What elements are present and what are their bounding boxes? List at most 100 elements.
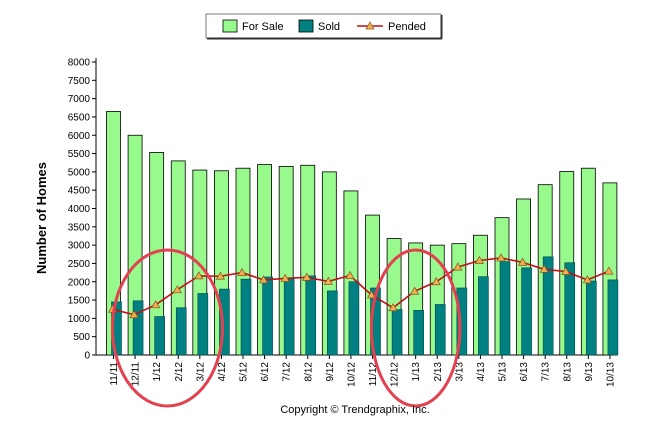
y-tick-label: 6500	[68, 112, 91, 123]
x-tick-label: 5/13	[498, 362, 509, 382]
x-tick-label: 3/13	[454, 362, 465, 382]
y-tick-label: 6000	[68, 131, 91, 142]
x-tick-label: 10/13	[605, 362, 616, 387]
pended-marker	[323, 276, 333, 285]
sold-bar	[521, 267, 532, 356]
x-tick-label: 5/12	[239, 362, 250, 382]
x-tick-label: 9/12	[325, 362, 336, 382]
sold-bar	[607, 279, 619, 356]
x-tick-label: 12/11	[131, 362, 142, 387]
x-tick-label: 8/12	[303, 362, 314, 382]
sold-bar	[542, 256, 554, 356]
y-tick-label: 2000	[68, 277, 91, 288]
sold-bar	[391, 309, 403, 356]
x-tick-label: 1/13	[411, 362, 422, 382]
sold-bar	[413, 310, 424, 356]
legend: For Sale Sold Pended	[205, 13, 443, 40]
sold-bar	[197, 293, 209, 356]
x-tick-label: 6/13	[519, 362, 530, 382]
x-tick-label: 12/12	[390, 362, 401, 387]
x-tick-label: 7/12	[282, 362, 293, 382]
sold-bar	[456, 287, 468, 356]
pended-marker	[388, 303, 398, 312]
y-tick-label: 1000	[68, 314, 91, 325]
sold-bar	[305, 275, 317, 356]
sold-bar	[262, 276, 273, 356]
pended-marker	[258, 275, 269, 284]
copyright: Copyright © Trendgraphix, Inc.	[280, 404, 429, 416]
y-tick-label: 8000	[68, 58, 91, 69]
x-tick-label: 4/12	[217, 362, 228, 382]
sold-bar	[240, 278, 252, 356]
sold-bar	[586, 280, 597, 356]
y-axis: 0 500 1000 1500 2000 2500 3000 3500 4000 4500 5000…	[68, 58, 97, 362]
x-tick-label: 10/12	[346, 362, 357, 387]
pended-marker	[215, 271, 226, 280]
x-tick-label: 11/12	[368, 362, 379, 387]
sold-bar	[434, 304, 446, 356]
pended-series-line	[112, 257, 610, 316]
sold-bar	[219, 288, 230, 356]
y-tick-label: 5000	[68, 167, 91, 178]
y-tick-label: 7500	[68, 76, 91, 87]
pended-marker	[539, 264, 549, 273]
y-tick-label: 1500	[68, 296, 91, 307]
pended-marker	[517, 257, 528, 266]
pended-line	[107, 253, 614, 319]
legend-box	[205, 13, 442, 39]
y-tick-label: 7000	[68, 94, 91, 105]
sold-bar	[175, 307, 187, 356]
sold-bar	[478, 276, 489, 356]
pended-marker	[194, 271, 204, 280]
pended-marker	[453, 262, 463, 271]
sold-bar	[283, 278, 295, 356]
x-tick-label: 3/12	[195, 362, 206, 382]
sold-bars	[111, 256, 619, 356]
y-axis-title: Number of Homes	[34, 162, 49, 274]
pended-marker	[431, 277, 441, 286]
y-tick-label: 4000	[68, 204, 91, 215]
pended-marker	[474, 255, 485, 264]
y-tick-label: 3000	[68, 241, 91, 252]
legend-swatch-sold	[298, 19, 314, 33]
x-tick-label: 2/13	[433, 362, 444, 382]
sold-bar	[348, 281, 360, 356]
sold-bar	[564, 262, 576, 356]
annotation-ellipse	[369, 248, 462, 408]
x-tick-label: 7/13	[541, 362, 552, 382]
x-tick-label: 9/13	[584, 362, 595, 382]
legend-swatch-for-sale	[222, 19, 238, 33]
annotations	[110, 248, 462, 408]
pended-marker	[280, 273, 290, 282]
y-tick-label: 3500	[68, 222, 91, 233]
x-tick-label: 1/12	[152, 362, 163, 382]
y-tick-label: 0	[84, 351, 90, 362]
pended-marker	[496, 253, 506, 262]
pended-marker	[561, 266, 571, 275]
legend-marker-pended	[365, 21, 375, 30]
x-tick-label: 6/12	[260, 362, 271, 382]
sold-bar	[132, 300, 144, 356]
pended-marker	[151, 300, 161, 309]
pended-marker	[604, 266, 614, 275]
pended-marker	[302, 272, 312, 281]
legend-label-for-sale: For Sale	[242, 21, 284, 33]
pended-marker	[129, 310, 139, 319]
y-tick-label: 4500	[68, 186, 91, 197]
pended-marker	[410, 286, 420, 295]
sold-bar	[327, 290, 338, 356]
x-axis: 11/11 12/11 1/12 2/12 3/12 4/12 5/12 6/12 7/12 8/…	[96, 354, 616, 387]
sold-bar	[154, 316, 165, 356]
pended-marker	[237, 267, 247, 276]
y-tick-label: 5500	[68, 149, 91, 160]
y-tick-label: 500	[73, 332, 90, 343]
pended-marker	[345, 270, 355, 279]
legend-label-sold: Sold	[318, 21, 340, 33]
pended-marker	[172, 285, 182, 294]
x-tick-label: 4/13	[476, 362, 487, 382]
x-tick-label: 2/12	[174, 362, 185, 382]
sold-bar	[499, 261, 511, 356]
pended-marker	[582, 275, 592, 284]
y-tick-label: 2500	[68, 259, 91, 270]
